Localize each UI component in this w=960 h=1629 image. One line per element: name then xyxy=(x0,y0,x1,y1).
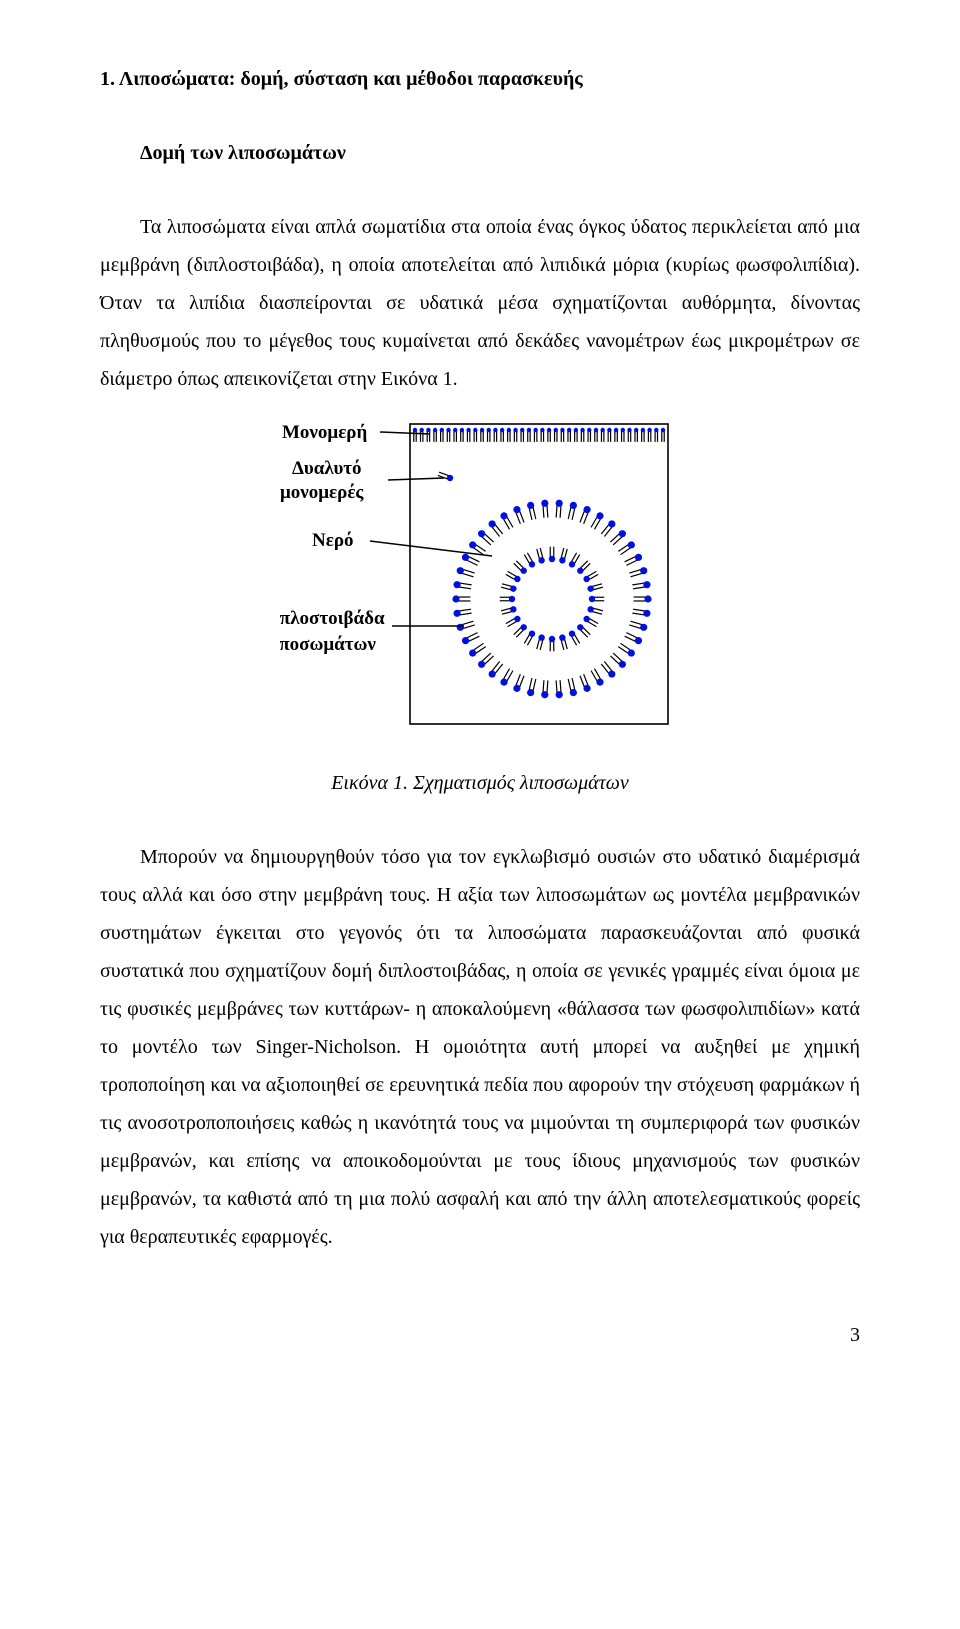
svg-text:Διπλοστοιβάδα: Διπλοστοιβάδα xyxy=(280,608,385,629)
subsection-heading: Δομή των λιποσωμάτων xyxy=(100,134,860,172)
svg-text:Νερό: Νερό xyxy=(312,530,354,551)
section-heading: 1. Λιποσώματα: δομή, σύσταση και μέθοδοι… xyxy=(100,60,860,98)
figure-1-caption: Εικόνα 1. Σχηματισμός λιποσωμάτων xyxy=(331,764,629,802)
figure-1-diagram: Μονομερή Δυαλυτό μονομερές Νερό Διπλοστοιβάδ… xyxy=(280,416,680,736)
paragraph-2: Μπορούν να δημιουργηθούν τόσο για τον εγ… xyxy=(100,838,860,1256)
svg-text:Μονομερή: Μονομερή xyxy=(282,422,367,443)
svg-text:λιποσωμάτων: λιποσωμάτων xyxy=(280,634,376,655)
paragraph-1: Τα λιποσώματα είναι απλά σωματίδια στα ο… xyxy=(100,208,860,398)
svg-text:Δυαλυτό: Δυαλυτό xyxy=(292,458,362,479)
page-number: 3 xyxy=(100,1316,860,1354)
figure-1: Μονομερή Δυαλυτό μονομερές Νερό Διπλοστοιβάδ… xyxy=(100,416,860,802)
svg-text:μονομερές: μονομερές xyxy=(280,482,364,503)
